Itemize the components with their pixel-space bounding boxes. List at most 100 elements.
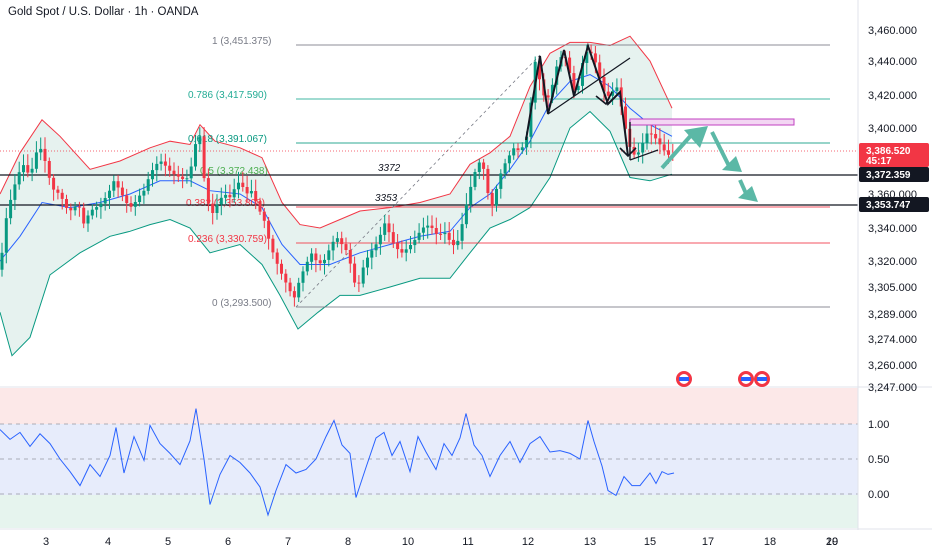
candle-body [495,188,498,206]
candles [0,44,675,307]
price-tick-label: 3,320.000 [868,256,917,268]
osc-axis[interactable]: 1.00 0.50 0.00 [868,419,889,501]
time-tick-label: 10 [402,536,414,548]
candle-body [181,176,185,179]
candle-body [95,207,99,210]
candle-body [636,152,640,155]
time-tick-label: 3 [43,536,49,548]
candle-body [108,190,111,198]
price-tick-label: 3,440.000 [868,56,917,68]
candle-body [456,240,460,246]
band-upper-line [0,35,673,229]
projection-arrow [710,131,732,169]
candle-body [146,179,150,191]
candle-body [568,57,572,74]
candle-body [447,232,451,240]
time-tick-label: 20 [826,536,838,548]
time-tick-label: 18 [764,536,776,548]
candle-body [490,193,494,206]
candle-body [297,282,301,298]
candle-body [232,189,236,198]
projection-arrow-head [684,126,708,148]
projection-arrow [660,130,696,170]
candle-body [176,174,180,177]
candle-body [452,239,455,246]
candle-body [30,168,34,173]
candle-body [499,173,503,189]
candle-body [477,162,481,172]
candle-body [611,91,615,96]
candle-body [400,249,404,253]
chart-title: Gold Spot / U.S. Dollar · 1h · OANDA [8,6,199,18]
candle-body [525,136,529,148]
candle-body [52,177,56,190]
level-price-text: 3,372.359 [866,170,911,181]
candle-body [275,252,279,264]
candle-body [185,178,189,180]
candle-body [593,53,597,63]
candle-body [409,245,412,250]
level-label: 3353 [375,193,398,204]
candle-body [77,206,81,208]
fib-level-label: 0.786 (3,417.590) [188,90,267,101]
candle-body [503,163,507,174]
us-flag-event-icon [757,377,767,381]
candle-body [163,161,167,166]
candle-body [155,163,159,171]
candle-body [529,102,533,137]
candle-body [60,192,64,199]
candle-body [318,260,322,264]
oscillator [0,408,675,517]
candle-body [211,203,215,213]
candle-body [249,191,253,194]
candle-body [73,206,77,211]
candle-body [585,51,589,63]
candle-body [645,133,649,143]
fib-level-label: 0 (3,293.500) [212,298,272,309]
candle-body [288,282,292,292]
osc-overbought-zone [0,388,858,424]
candle-body [129,203,133,207]
candle-body [69,207,73,211]
price-tick-label: 3,340.000 [868,223,917,235]
time-tick-label: 6 [225,536,231,548]
candle-body [662,144,666,151]
candle-body [224,194,228,198]
candle-body [482,162,486,169]
candle-body [258,201,262,212]
price-tick-label: 3,460.000 [868,25,917,37]
projection-arrow-head [738,186,758,202]
candle-body [413,239,417,246]
candle-body [194,144,197,167]
candle-body [658,138,662,145]
candle-body [86,215,90,224]
band-lower-line [0,110,673,357]
time-tick-label: 8 [345,536,351,548]
down-arrow-head [619,147,637,158]
candle-body [159,161,163,164]
candle-body [430,225,434,228]
current-price-tag [859,143,929,167]
candle-body [90,209,94,216]
fib-level-label: 0.5 (3,372.438) [200,166,268,177]
candle-body [426,225,430,228]
candle-body [486,168,490,193]
neckline [547,57,631,115]
candle-body [133,202,137,207]
time-tick-label: 17 [702,536,714,548]
time-tick-label: 15 [644,536,656,548]
candle-body [99,203,103,208]
candle-body [151,170,154,180]
candle-body [314,253,318,261]
candle-body [206,178,210,204]
price-tick-label: 3,274.000 [868,334,917,346]
event-markers[interactable] [676,371,770,387]
candle-body [271,238,275,253]
candle-body [404,249,408,253]
us-flag-event-icon [741,377,751,381]
resistance-zone [629,118,795,126]
candle-body [340,238,344,245]
candle-body [267,220,271,239]
osc-tick-label: 0.00 [868,489,889,501]
